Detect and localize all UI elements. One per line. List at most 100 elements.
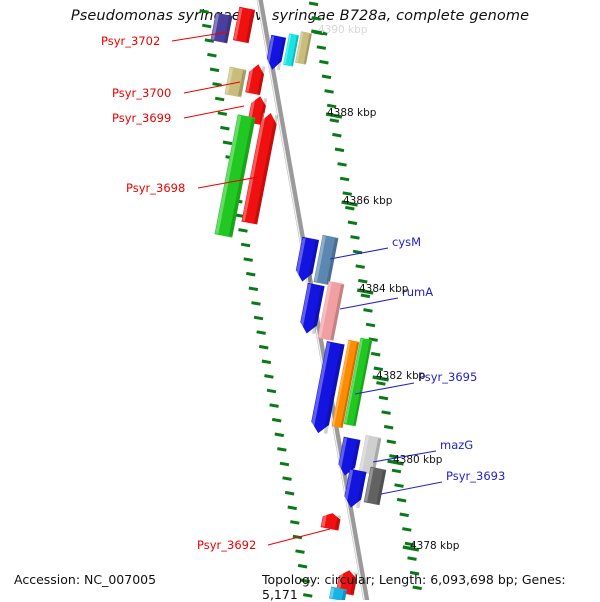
tick-mark (316, 45, 327, 50)
gene-body[interactable] (210, 12, 233, 44)
gene-body[interactable] (331, 339, 360, 429)
tick-mark (368, 337, 378, 342)
gene-glyph[interactable] (363, 466, 387, 506)
tick-mark (220, 125, 230, 131)
gene-body[interactable] (358, 434, 382, 476)
tick-mark (308, 1, 319, 7)
gene-glyph[interactable] (320, 511, 342, 531)
gene-label-ruma[interactable]: rumA (402, 285, 434, 299)
gene-glyph[interactable] (294, 236, 320, 283)
tick-mark (321, 74, 332, 80)
gene-shadow (228, 118, 256, 237)
tick-mark (212, 82, 222, 87)
gene-body[interactable] (245, 63, 265, 96)
gene-shadow (245, 10, 255, 43)
gene-glyph[interactable] (343, 337, 373, 427)
gene-glyph[interactable] (245, 63, 266, 96)
leader-line (197, 176, 259, 189)
leader-line (380, 481, 443, 495)
gene-label-cysm[interactable]: cysM (392, 235, 422, 249)
gene-body[interactable] (329, 586, 347, 600)
axis-tick-label: 4380 kbp (393, 454, 443, 466)
gene-glyph[interactable] (343, 468, 367, 510)
gene-highlight (215, 115, 242, 234)
gene-body[interactable] (320, 511, 342, 531)
gene-highlight (299, 283, 312, 332)
gene-label-psyr_3699[interactable]: Psyr_3699 (112, 111, 172, 125)
tick-mark (324, 89, 334, 94)
leader-line (183, 81, 241, 94)
gene-glyph[interactable] (283, 33, 299, 67)
gene-label-psyr_3698[interactable]: Psyr_3698 (126, 181, 186, 195)
gene-glyph[interactable] (210, 12, 233, 44)
gene-highlight (344, 338, 363, 424)
gene-body[interactable] (298, 282, 325, 335)
gene-glyph[interactable] (329, 586, 347, 600)
gene-body[interactable] (214, 114, 256, 238)
gene-body[interactable] (309, 341, 345, 435)
tick-mark (264, 374, 274, 379)
tick-mark (214, 96, 225, 102)
gene-body[interactable] (232, 6, 256, 44)
gene-body[interactable] (294, 236, 320, 283)
gene-highlight (265, 35, 275, 68)
gene-body[interactable] (224, 66, 247, 98)
gene-glyph[interactable] (295, 31, 312, 65)
gene-glyph[interactable] (313, 234, 339, 286)
gene-highlight (337, 437, 348, 474)
gene-body[interactable] (295, 31, 312, 65)
gene-glyph[interactable] (214, 114, 256, 238)
gene-glyph[interactable] (358, 434, 382, 476)
gene-body[interactable] (317, 281, 345, 341)
gene-glyph[interactable] (331, 339, 360, 429)
tick-mark (337, 162, 347, 167)
gene-body[interactable] (343, 337, 373, 427)
leader-line (354, 382, 415, 395)
tick-mark (238, 228, 248, 233)
tick-mark-major (387, 459, 404, 466)
gene-highlight (294, 237, 306, 280)
gene-body[interactable] (363, 466, 387, 506)
gene-label-psyr_3702[interactable]: Psyr_3702 (101, 34, 161, 48)
gene-shadow (350, 440, 361, 477)
leader-line (372, 450, 437, 463)
gene-label-psyr_3693[interactable]: Psyr_3693 (446, 469, 506, 483)
genome-summary-text: Topology: circular; Length: 6,093,698 bp… (262, 572, 566, 602)
gene-shadow (350, 572, 358, 595)
gene-glyph[interactable] (309, 341, 345, 435)
gene-highlight (211, 13, 220, 40)
gene-label-psyr_3700[interactable]: Psyr_3700 (112, 86, 172, 100)
gene-body[interactable] (343, 468, 367, 510)
gene-body[interactable] (337, 436, 361, 478)
gene-glyph[interactable] (265, 34, 287, 71)
gene-glyph[interactable] (317, 281, 345, 341)
tick-mark (409, 570, 420, 576)
gene-glyph[interactable] (232, 6, 256, 44)
tick-mark (240, 242, 251, 248)
tick-mark-major (402, 545, 420, 552)
gene-body[interactable] (241, 112, 278, 225)
axis-tick-label: 4378 kbp (410, 540, 460, 552)
gene-label-psyr_3695[interactable]: Psyr_3695 (418, 370, 478, 384)
gene-glyph[interactable] (241, 112, 279, 225)
gene-shadow (307, 240, 319, 283)
tick-mark (383, 424, 394, 430)
gene-glyph[interactable] (298, 282, 325, 335)
gene-glyph[interactable] (224, 66, 247, 98)
tick-mark (271, 417, 282, 423)
tick-mark (201, 23, 212, 29)
gene-body[interactable] (265, 34, 287, 71)
tick-mark (412, 585, 422, 591)
gene-label-mazg[interactable]: mazG (440, 438, 474, 452)
tick-mark (376, 381, 386, 386)
tick-mark (274, 432, 285, 438)
gene-glyph[interactable] (337, 436, 361, 478)
gene-shadow (238, 70, 247, 97)
gene-body[interactable] (283, 33, 299, 67)
gene-label-psyr_3692[interactable]: Psyr_3692 (197, 538, 257, 552)
tick-mark (303, 593, 313, 598)
gene-highlight (336, 569, 344, 592)
gene-body[interactable] (313, 234, 339, 286)
tick-mark (396, 497, 407, 503)
